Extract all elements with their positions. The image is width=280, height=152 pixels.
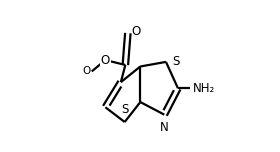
Text: O: O	[82, 66, 90, 76]
Text: NH₂: NH₂	[193, 82, 215, 95]
Text: S: S	[121, 103, 128, 116]
Text: N: N	[160, 121, 169, 134]
Text: O: O	[101, 54, 110, 67]
Text: S: S	[172, 55, 179, 68]
Text: O: O	[131, 25, 140, 38]
